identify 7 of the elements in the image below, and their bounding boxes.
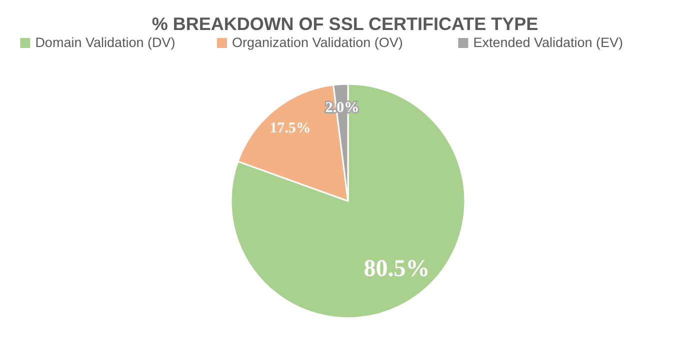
legend-label: Domain Validation (DV) — [35, 35, 176, 50]
data-label: 17.5% — [270, 120, 311, 136]
legend-label: Organization Validation (OV) — [232, 35, 403, 50]
data-label: 80.5% — [364, 256, 430, 282]
pie-slice — [230, 83, 466, 319]
legend-label: Extended Validation (EV) — [473, 35, 624, 50]
chart-title: % BREAKDOWN OF SSL CERTIFICATE TYPE — [152, 14, 538, 34]
